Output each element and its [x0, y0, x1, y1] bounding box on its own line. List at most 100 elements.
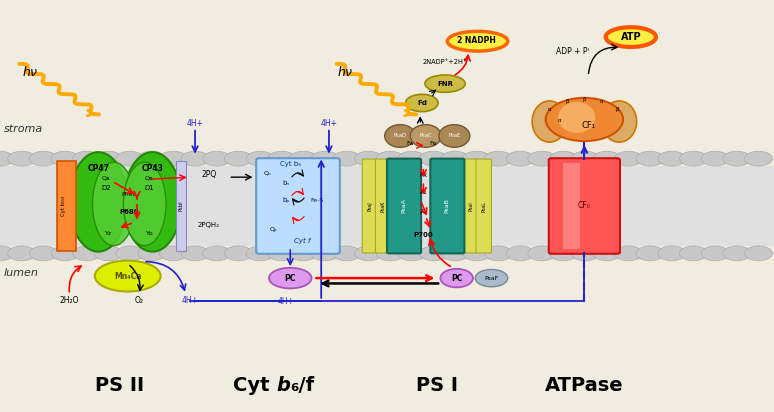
Bar [57, 161, 76, 251]
FancyBboxPatch shape [549, 158, 620, 254]
Circle shape [354, 246, 382, 261]
Circle shape [246, 246, 274, 261]
Circle shape [658, 151, 686, 166]
Circle shape [181, 151, 209, 166]
Ellipse shape [425, 75, 465, 92]
Text: O₂: O₂ [135, 296, 144, 305]
Text: P700: P700 [413, 232, 433, 238]
Circle shape [224, 246, 252, 261]
Circle shape [571, 246, 599, 261]
Circle shape [51, 246, 79, 261]
Ellipse shape [533, 101, 567, 142]
Ellipse shape [439, 125, 470, 147]
Text: CP47: CP47 [87, 164, 109, 173]
FancyBboxPatch shape [463, 159, 478, 253]
FancyBboxPatch shape [476, 159, 491, 253]
Circle shape [745, 151, 772, 166]
Text: D1: D1 [145, 185, 154, 190]
Circle shape [745, 246, 772, 261]
Text: β: β [566, 99, 569, 104]
Text: 2NADP⁺+2H⁺: 2NADP⁺+2H⁺ [423, 59, 467, 65]
Text: Fd: Fd [417, 100, 426, 106]
Text: bₚ: bₚ [283, 197, 290, 203]
Text: ADP + Pᴵ: ADP + Pᴵ [557, 47, 589, 56]
Circle shape [224, 151, 252, 166]
Circle shape [289, 246, 317, 261]
Circle shape [268, 246, 296, 261]
Text: 2H₂O: 2H₂O [60, 296, 80, 305]
Circle shape [485, 151, 512, 166]
Text: PsaD: PsaD [394, 133, 406, 138]
Circle shape [701, 246, 729, 261]
Text: A₀: A₀ [420, 209, 427, 215]
Circle shape [311, 246, 339, 261]
Text: Qʙ: Qʙ [145, 175, 154, 180]
Text: PC: PC [451, 274, 462, 283]
Circle shape [8, 151, 36, 166]
Text: $h\nu$: $h\nu$ [337, 65, 353, 79]
Circle shape [398, 151, 426, 166]
Text: PsaE: PsaE [448, 133, 461, 138]
Text: 4H+: 4H+ [187, 119, 204, 128]
Ellipse shape [410, 125, 441, 147]
Text: CF₀: CF₀ [578, 201, 591, 211]
Circle shape [463, 246, 491, 261]
Circle shape [550, 246, 577, 261]
Ellipse shape [558, 102, 595, 133]
Circle shape [159, 151, 187, 166]
Circle shape [73, 246, 101, 261]
Circle shape [0, 246, 14, 261]
Text: PS I: PS I [416, 377, 458, 396]
Circle shape [506, 151, 534, 166]
Text: PsbI: PsbI [179, 201, 183, 211]
Circle shape [116, 151, 144, 166]
Circle shape [138, 246, 166, 261]
Ellipse shape [385, 125, 416, 147]
Text: PsaK: PsaK [381, 200, 385, 212]
Circle shape [0, 151, 14, 166]
Text: α: α [558, 117, 561, 122]
Text: Fᴀ: Fᴀ [406, 141, 414, 146]
Ellipse shape [93, 162, 135, 246]
Ellipse shape [605, 27, 656, 47]
Circle shape [593, 151, 621, 166]
Text: P680: P680 [119, 209, 139, 215]
Circle shape [138, 151, 166, 166]
Circle shape [51, 151, 79, 166]
Circle shape [29, 151, 57, 166]
Text: A₁: A₁ [420, 189, 427, 194]
Ellipse shape [447, 31, 508, 51]
Text: ₆/f: ₆/f [290, 377, 314, 396]
Text: PsaJ: PsaJ [368, 201, 372, 211]
Text: ATP: ATP [621, 32, 641, 42]
Text: 2PQ: 2PQ [201, 170, 217, 179]
Ellipse shape [546, 98, 623, 141]
Circle shape [550, 151, 577, 166]
Text: PS II: PS II [95, 377, 145, 396]
Text: Cyt b₅₅₉: Cyt b₅₅₉ [61, 196, 66, 216]
Text: Fʙ: Fʙ [430, 141, 437, 146]
Circle shape [354, 151, 382, 166]
Ellipse shape [124, 162, 166, 246]
Circle shape [268, 151, 296, 166]
Circle shape [289, 151, 317, 166]
Text: 4H+: 4H+ [278, 297, 295, 306]
Circle shape [73, 151, 101, 166]
Text: Cyt: Cyt [233, 377, 276, 396]
Text: PC: PC [285, 274, 296, 283]
Circle shape [8, 246, 36, 261]
Circle shape [658, 246, 686, 261]
Circle shape [398, 246, 426, 261]
FancyBboxPatch shape [375, 159, 391, 253]
Circle shape [420, 246, 447, 261]
Text: Fx: Fx [420, 172, 427, 178]
Text: Yᴢ: Yᴢ [104, 231, 112, 236]
Text: b: b [276, 377, 290, 396]
Circle shape [485, 246, 512, 261]
Circle shape [311, 151, 339, 166]
Text: 2PQH₂: 2PQH₂ [198, 222, 220, 227]
Text: bₙ: bₙ [283, 180, 290, 186]
Circle shape [701, 151, 729, 166]
Circle shape [528, 246, 556, 261]
Circle shape [246, 151, 274, 166]
